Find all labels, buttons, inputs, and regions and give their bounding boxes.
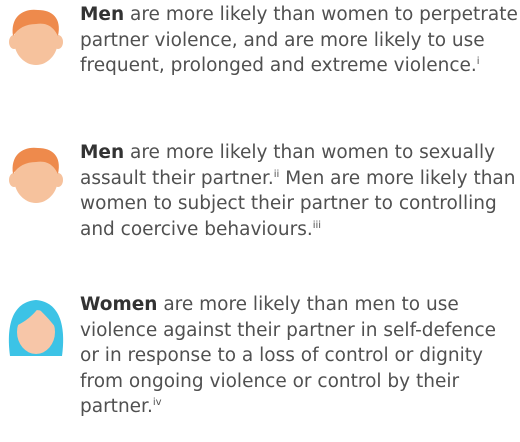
- footnote-ref: ii: [273, 168, 280, 180]
- man-icon: [9, 9, 63, 65]
- lead-word: Men: [80, 142, 125, 163]
- man-icon: [9, 147, 63, 203]
- footnote-ref: iv: [152, 396, 162, 408]
- body-text: are more likely than men to use violence…: [80, 294, 497, 417]
- footnote-ref: i: [476, 55, 480, 67]
- lead-word: Men: [80, 4, 125, 25]
- lead-word: Women: [80, 294, 158, 315]
- item-text: Women are more likely than men to use vi…: [80, 292, 518, 420]
- body-text: Men are more likely than women to subjec…: [80, 167, 516, 240]
- footnote-ref: iii: [312, 219, 322, 231]
- item-text: Men are more likely than women to perpet…: [80, 2, 518, 79]
- body-text: are more likely than women to perpetrate…: [80, 4, 518, 76]
- item-text: Men are more likely than women to sexual…: [80, 140, 518, 242]
- woman-icon: [8, 300, 64, 356]
- body-text: are more likely than women to sexually a…: [80, 142, 496, 189]
